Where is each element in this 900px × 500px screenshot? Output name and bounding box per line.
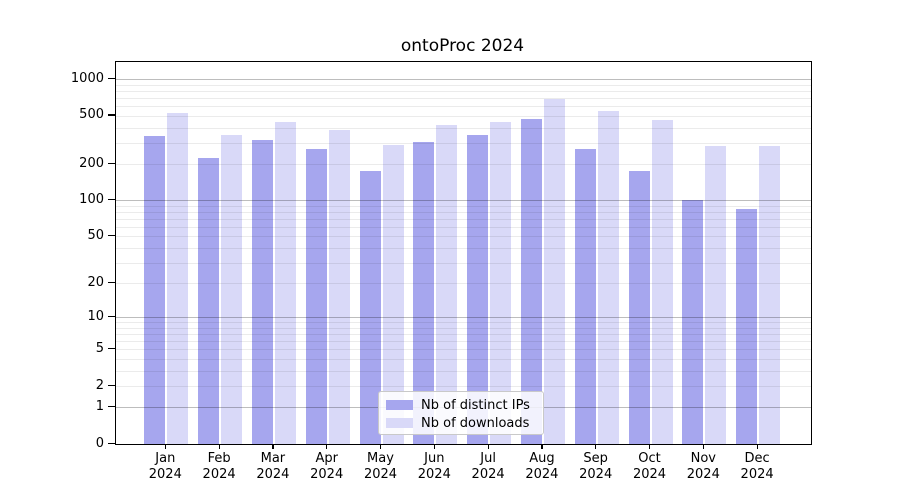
- bar-distinct-ips-apr: [305, 148, 327, 444]
- x-tick-mark-jan: [164, 444, 166, 450]
- bar-distinct-ips-dec: [736, 209, 758, 444]
- bar-distinct-ips-oct: [628, 170, 650, 444]
- x-tick-mark-oct: [649, 444, 651, 450]
- bar-distinct-ips-may: [359, 170, 381, 444]
- y-tick-label-0: 0: [95, 435, 104, 451]
- legend-swatch-downloads: [386, 418, 413, 428]
- x-tick-mark-mar: [272, 444, 274, 450]
- bar-distinct-ips-mar: [251, 140, 273, 444]
- y-tick-label-200: 200: [79, 155, 104, 171]
- x-tick-mark-jul: [487, 444, 489, 450]
- y-tick-label-1000: 1000: [70, 70, 104, 86]
- x-tick-mark-jun: [433, 444, 435, 450]
- y-tick-mark-10: [108, 315, 115, 318]
- bar-downloads-jul: [490, 121, 512, 444]
- y-tick-label-100: 100: [79, 191, 104, 207]
- legend-swatch-distinct-ips: [386, 400, 413, 410]
- x-tick-label-dec: Dec 2024: [740, 451, 774, 482]
- bar-distinct-ips-feb: [198, 157, 220, 444]
- bar-downloads-sep: [597, 111, 619, 444]
- y-tick-label-10: 10: [87, 308, 104, 324]
- bar-downloads-mar: [274, 121, 296, 444]
- bar-downloads-dec: [759, 146, 781, 444]
- y-tick-mark-1000: [108, 77, 115, 79]
- x-tick-label-feb: Feb 2024: [202, 451, 236, 482]
- x-tick-mark-may: [380, 444, 382, 450]
- x-tick-mark-sep: [595, 444, 597, 450]
- y-tick-mark-1: [108, 405, 115, 408]
- bar-downloads-may: [382, 145, 404, 444]
- chart-title: ontoProc 2024: [400, 36, 525, 56]
- x-tick-label-oct: Oct 2024: [632, 451, 667, 482]
- y-tick-mark-5: [108, 347, 115, 350]
- y-tick-label-1: 1: [95, 398, 104, 414]
- bar-distinct-ips-jun: [413, 141, 435, 444]
- bar-downloads-nov: [705, 146, 727, 444]
- x-tick-label-apr: Apr 2024: [310, 451, 344, 482]
- legend-row-downloads: Nb of downloads: [386, 414, 543, 432]
- bar-downloads-oct: [651, 119, 673, 444]
- x-tick-label-mar: Mar 2024: [256, 451, 290, 482]
- y-tick-label-50: 50: [87, 227, 104, 243]
- legend-label-distinct-ips: Nb of distinct IPs: [421, 397, 530, 413]
- legend: Nb of distinct IPs Nb of downloads: [378, 391, 544, 435]
- y-tick-label-5: 5: [95, 340, 104, 356]
- bar-downloads-jan: [167, 112, 189, 444]
- y-tick-label-500: 500: [79, 107, 104, 123]
- bar-distinct-ips-aug: [520, 119, 542, 444]
- bar-downloads-apr: [328, 130, 350, 444]
- legend-row-distinct-ips: Nb of distinct IPs: [386, 396, 543, 414]
- y-tick-label-2: 2: [95, 377, 104, 393]
- x-tick-label-jan: Jan 2024: [148, 451, 182, 482]
- bar-downloads-jun: [436, 125, 458, 444]
- bar-distinct-ips-jul: [467, 134, 489, 444]
- x-tick-label-may: May 2024: [363, 451, 398, 482]
- x-tick-label-jul: Jul 2024: [471, 451, 505, 482]
- bar-distinct-ips-jan: [144, 136, 166, 444]
- y-tick-mark-500: [108, 114, 115, 116]
- y-tick-mark-200: [108, 162, 115, 164]
- x-tick-mark-dec: [756, 444, 758, 450]
- x-tick-mark-aug: [541, 444, 543, 450]
- x-tick-mark-feb: [218, 444, 220, 450]
- x-tick-mark-nov: [702, 444, 704, 450]
- legend-label-downloads: Nb of downloads: [421, 415, 530, 431]
- y-tick-mark-50: [108, 234, 115, 237]
- y-tick-mark-20: [108, 281, 115, 283]
- x-tick-label-jun: Jun 2024: [417, 451, 451, 482]
- bar-distinct-ips-sep: [574, 149, 596, 444]
- bar-layer: [116, 62, 811, 444]
- y-tick-mark-100: [108, 198, 115, 201]
- x-tick-label-nov: Nov 2024: [686, 451, 720, 482]
- y-tick-mark-0: [108, 442, 115, 444]
- bar-downloads-feb: [221, 135, 243, 444]
- x-tick-label-aug: Aug 2024: [525, 451, 559, 482]
- x-tick-mark-apr: [326, 444, 328, 450]
- bar-downloads-aug: [543, 99, 565, 444]
- y-tick-label-20: 20: [87, 274, 104, 290]
- plot-area: [115, 61, 812, 445]
- x-tick-label-sep: Sep 2024: [579, 451, 613, 482]
- bar-distinct-ips-nov: [682, 199, 704, 444]
- y-tick-mark-2: [108, 384, 115, 386]
